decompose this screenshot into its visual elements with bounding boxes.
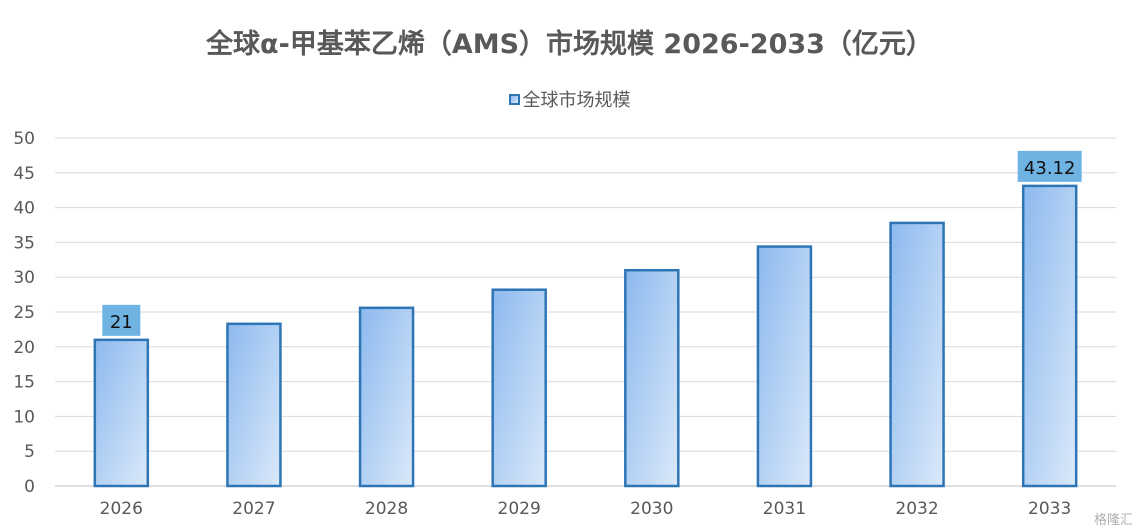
x-tick-label: 2027 (232, 499, 275, 519)
y-tick-label: 30 (13, 268, 35, 288)
y-tick-label: 10 (13, 407, 35, 427)
legend-swatch (508, 93, 520, 105)
watermark: 格隆汇 (1093, 513, 1133, 528)
y-tick-label: 15 (13, 373, 35, 393)
y-tick-label: 0 (24, 477, 35, 497)
data-label-bg (102, 304, 141, 336)
y-tick-label: 50 (13, 129, 35, 149)
data-label: 21 (110, 312, 133, 333)
bar-2033 (1021, 184, 1078, 488)
y-tick-label: 5 (24, 442, 35, 462)
y-tick-label: 40 (13, 199, 35, 219)
bar-2030 (624, 268, 680, 488)
y-tick-label: 25 (13, 303, 35, 323)
legend-label: 全球市场规模 (522, 90, 631, 111)
x-tick-label: 2032 (895, 499, 938, 519)
bar-2029 (491, 288, 547, 488)
chart-title: 全球α-甲基苯乙烯（AMS）市场规模 2026-2033（亿元） (206, 29, 933, 60)
bar-2026 (93, 338, 150, 488)
bar-2028 (358, 306, 415, 488)
x-tick-label: 2028 (365, 499, 408, 519)
x-tick-label: 2030 (630, 499, 673, 519)
x-tick-label: 2029 (498, 499, 541, 519)
data-label-bg (1017, 150, 1082, 182)
y-tick-label: 45 (13, 164, 35, 184)
x-tick-label: 2026 (100, 499, 143, 519)
legend: 全球市场规模 (0, 86, 1139, 112)
bar-2031 (756, 245, 813, 488)
x-tick-label: 2033 (1028, 499, 1071, 519)
data-label: 43.12 (1024, 158, 1076, 179)
y-tick-label: 35 (13, 233, 35, 253)
y-tick-label: 20 (13, 338, 35, 358)
bar-2032 (889, 221, 945, 488)
bar-2027 (226, 322, 282, 488)
x-tick-label: 2031 (763, 499, 806, 519)
